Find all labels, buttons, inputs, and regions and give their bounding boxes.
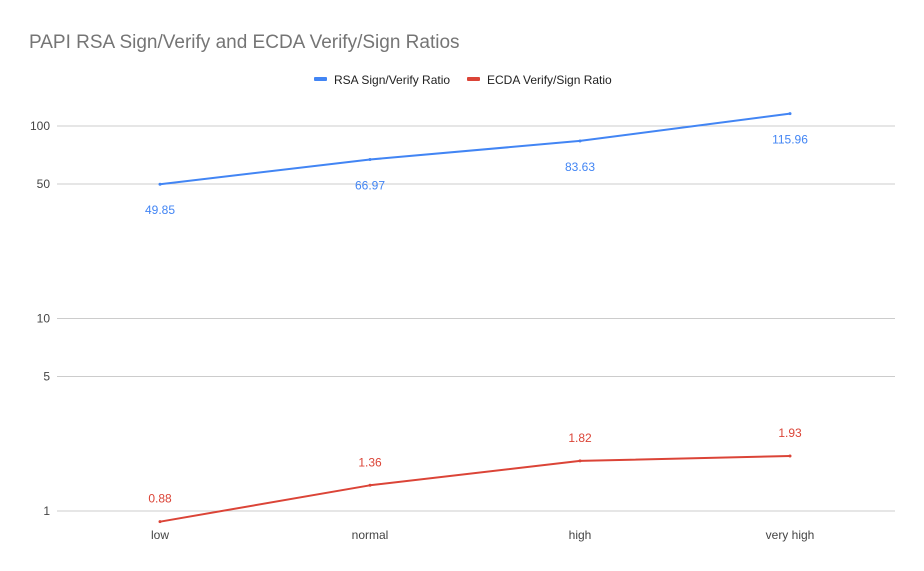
x-tick-label: normal bbox=[352, 528, 389, 542]
y-tick-label: 50 bbox=[37, 177, 51, 191]
legend-label: RSA Sign/Verify Ratio bbox=[334, 73, 450, 87]
data-label: 66.97 bbox=[355, 179, 385, 193]
series-line bbox=[159, 455, 791, 523]
data-point bbox=[368, 158, 372, 162]
data-point bbox=[788, 454, 792, 458]
legend-swatch bbox=[314, 77, 327, 81]
data-point bbox=[158, 520, 162, 524]
data-labels: 49.85 66.97 83.63 115.96 0.88 1.36 1.82 1.93 bbox=[145, 133, 808, 506]
legend: RSA Sign/Verify Ratio ECDA Verify/Sign Ra… bbox=[314, 73, 612, 87]
data-point bbox=[368, 483, 372, 487]
gridlines bbox=[57, 125, 895, 512]
x-axis-ticks: low normal high very high bbox=[151, 528, 814, 542]
data-point bbox=[578, 459, 582, 463]
y-tick-label: 10 bbox=[37, 312, 51, 326]
series-group bbox=[158, 112, 792, 524]
y-tick-label: 100 bbox=[30, 119, 50, 133]
x-tick-label: very high bbox=[766, 528, 815, 542]
data-point bbox=[158, 182, 162, 186]
data-label: 83.63 bbox=[565, 160, 595, 174]
legend-label: ECDA Verify/Sign Ratio bbox=[487, 73, 612, 87]
legend-swatch bbox=[467, 77, 480, 81]
chart-title: PAPI RSA Sign/Verify and ECDA Verify/Sig… bbox=[29, 32, 460, 53]
data-label: 1.36 bbox=[358, 455, 382, 469]
data-point bbox=[578, 139, 582, 143]
data-label: 49.85 bbox=[145, 203, 175, 217]
data-label: 1.82 bbox=[568, 431, 592, 445]
y-tick-label: 1 bbox=[43, 504, 50, 518]
y-axis-ticks: 1 5 10 50 100 bbox=[30, 119, 50, 518]
y-tick-label: 5 bbox=[43, 369, 50, 383]
series-line bbox=[159, 112, 791, 186]
data-point bbox=[788, 112, 792, 116]
data-label: 1.93 bbox=[778, 426, 802, 440]
x-tick-label: low bbox=[151, 528, 169, 542]
data-label: 115.96 bbox=[772, 133, 808, 147]
data-label: 0.88 bbox=[148, 492, 172, 506]
x-tick-label: high bbox=[569, 528, 592, 542]
